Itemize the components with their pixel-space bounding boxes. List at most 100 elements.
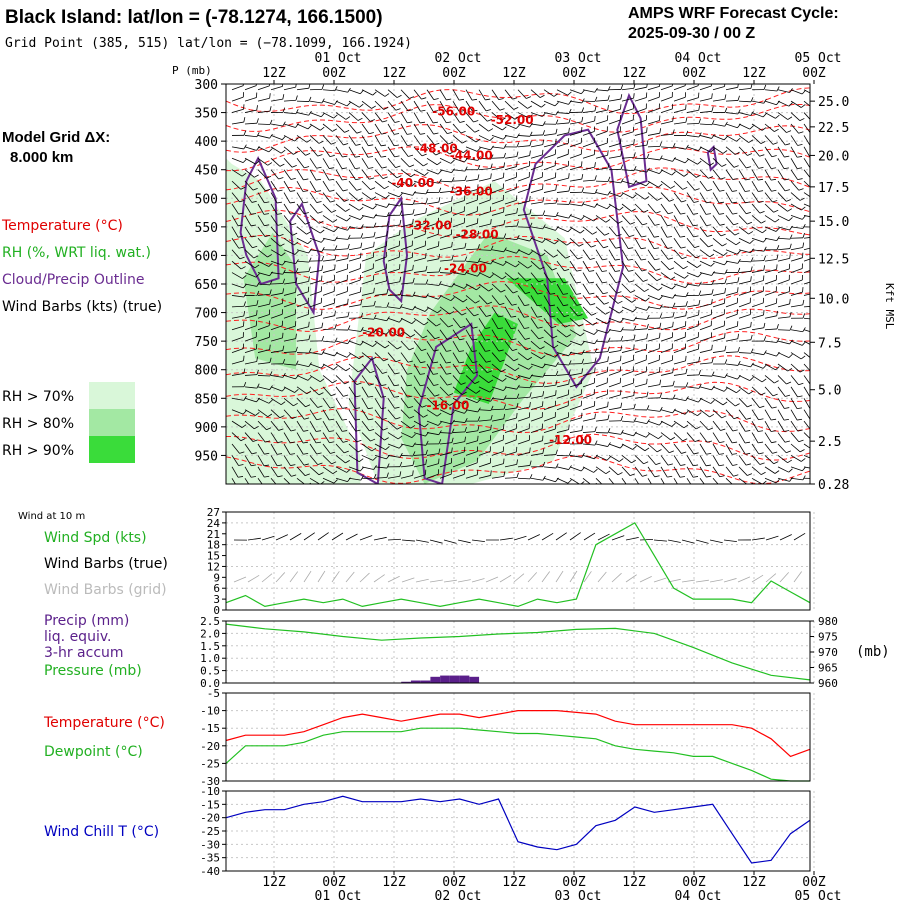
wind-barb-flag: [295, 95, 298, 101]
wind-barb-shaft: [244, 348, 257, 353]
wind-barb-flag: [568, 213, 572, 219]
wind-barb-shaft: [296, 146, 306, 156]
wind-barb-flag: [485, 350, 491, 352]
wind-barb-flag: [616, 291, 622, 294]
wind-barb-flag: [500, 117, 506, 121]
wind-barb-flag: [698, 356, 701, 362]
wind-barb-flag: [672, 293, 676, 299]
wind-barb-flag: [320, 112, 325, 117]
wind-barb-flag: [516, 207, 518, 214]
precip-accum-label: 3-hr accum: [44, 645, 124, 661]
wind-10m-barb-grid: [345, 571, 355, 583]
wind-barb-shaft: [296, 226, 307, 235]
wind-barb-shaft: [790, 192, 801, 201]
wind-barb-shaft: [751, 466, 762, 475]
wind-barb-shaft: [621, 203, 632, 212]
wind-barb-shaft: [595, 406, 608, 411]
wind-barb-flag: [346, 102, 351, 107]
wind-barb-flag: [528, 365, 533, 370]
wind-barb-flag: [681, 256, 687, 260]
wind-barb-shaft: [699, 260, 712, 267]
wind-barb-shaft: [569, 142, 582, 148]
wind-barb-shaft: [361, 112, 371, 122]
wind-barb-shaft: [361, 317, 374, 320]
wind-barb-shaft: [569, 89, 582, 95]
wind-barb-shaft: [751, 302, 764, 308]
wind-barb-shaft: [712, 180, 720, 192]
wind-barb-flag: [698, 132, 702, 138]
wind-barb-flag: [684, 410, 689, 415]
wind-barb-shaft: [634, 338, 647, 342]
wind-barb-flag: [802, 299, 805, 305]
wind-barb-shaft: [309, 302, 322, 308]
wind-barb-shaft: [608, 192, 621, 197]
wind-barb-shaft: [582, 283, 590, 295]
wind-barb-shaft: [660, 85, 673, 91]
wind-barb-flag: [342, 178, 348, 181]
wind-barb-flag: [594, 367, 596, 373]
wind-barb-shaft: [491, 167, 504, 171]
wind-barb-flag: [706, 440, 713, 443]
wind-barb-shaft: [270, 123, 283, 127]
wind-barb-shaft: [478, 340, 486, 352]
wind-barb-flag: [332, 219, 338, 223]
wind-barb-flag: [497, 327, 504, 330]
wind-barb-flag: [672, 302, 676, 308]
wind-barb-shaft: [530, 363, 543, 369]
temp-grid: [226, 693, 815, 781]
time-hour-label: 12Z: [502, 66, 526, 81]
wind-barb-shaft: [764, 455, 774, 465]
wind-barb-flag: [252, 188, 258, 191]
wind-barb-flag: [527, 265, 533, 269]
wind-barb-flag: [718, 453, 725, 455]
wind-barb-shaft: [270, 375, 283, 378]
wind-barb-flag: [783, 418, 790, 421]
wind-barb-flag: [282, 261, 286, 266]
wind-barb-flag: [432, 121, 439, 124]
wind-barb-flag: [719, 223, 725, 226]
wind-barb-shaft: [764, 420, 772, 432]
wind-barbs-grid-label: Wind Barbs (grid): [44, 582, 167, 598]
wind-barb-flag: [490, 163, 493, 169]
wind-barb-shaft: [725, 338, 738, 342]
wind-barb-shaft: [426, 112, 434, 124]
wind-barb-shaft: [634, 238, 642, 249]
wind-barb-flag: [412, 442, 416, 448]
wind-barb-flag: [540, 252, 546, 257]
wind-barb-shaft: [673, 157, 686, 164]
wind-barb-flag: [487, 119, 493, 122]
wind-barb-shaft: [699, 123, 713, 126]
wind-barb-shaft: [491, 451, 504, 456]
wind-barb-shaft: [361, 443, 373, 452]
wind-barb-shaft: [283, 281, 296, 285]
wind-barb-flag: [485, 98, 491, 101]
wind-barb-flag: [594, 339, 598, 344]
wind-barb-flag: [420, 143, 426, 146]
wind-barb-flag: [580, 332, 585, 337]
forecast-cycle-title: AMPS WRF Forecast Cycle:: [628, 5, 839, 22]
wind-barb-shaft: [582, 142, 595, 148]
wind-barb-flag: [776, 245, 780, 250]
wind-barb-shaft: [322, 169, 330, 181]
wind-barb-shaft: [647, 306, 660, 310]
wind-barb-shaft: [322, 409, 330, 421]
wind-barb-flag: [788, 468, 793, 473]
wind-barb-flag: [655, 462, 661, 465]
wind-barb-flag: [746, 166, 752, 169]
wind-barb-shaft: [634, 348, 647, 353]
wind-barb-shaft: [699, 249, 710, 258]
wind-barb-shaft: [335, 89, 348, 93]
wind-barb-shaft: [426, 157, 438, 166]
wind-barb-flag: [328, 430, 335, 432]
wind-barb-flag: [812, 120, 817, 122]
wind-barb-flag: [786, 381, 792, 385]
wind-barb-shaft: [595, 130, 608, 136]
wind-barb-shaft: [361, 146, 369, 158]
wind-barb-flag: [498, 98, 504, 101]
wind-barb-shaft: [686, 97, 699, 102]
wind-barb-shaft: [699, 169, 709, 179]
wind-barb-flag: [264, 452, 270, 455]
wind-barb-flag: [605, 470, 611, 475]
wind-barb-flag: [672, 157, 676, 162]
